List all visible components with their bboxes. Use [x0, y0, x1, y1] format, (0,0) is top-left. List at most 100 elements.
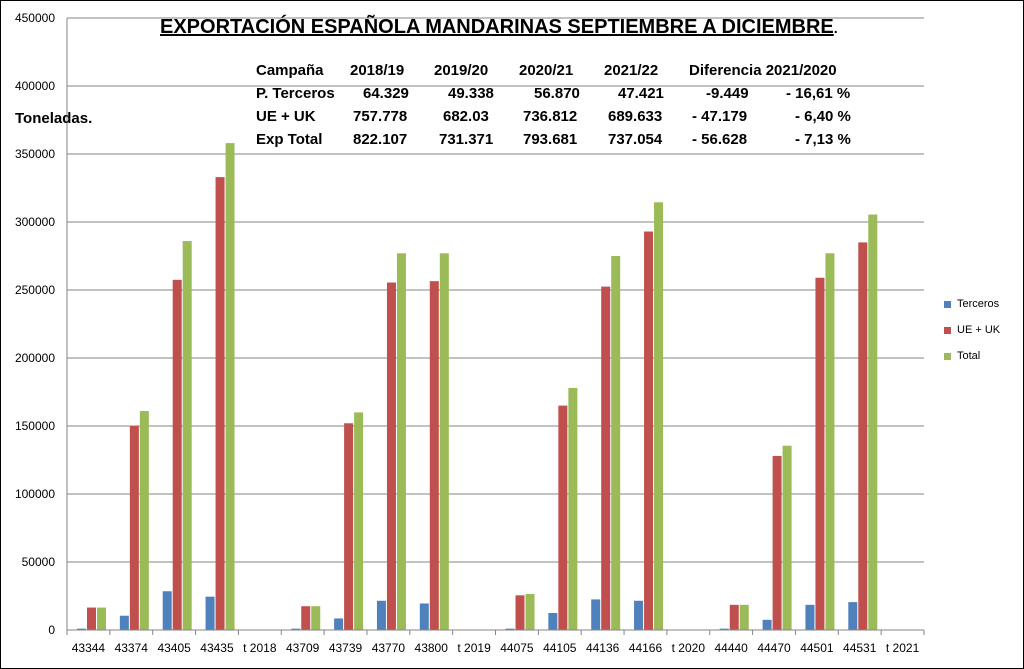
x-tick-label: 44531 [843, 641, 877, 655]
x-tick-label: t 2019 [457, 641, 491, 655]
bar-terceros [548, 613, 558, 630]
bar-ue-uk [429, 281, 439, 630]
stats-value: 47.421 [618, 85, 664, 102]
bar-ue-uk [215, 177, 225, 630]
stats-header-cell: 2018/19 [350, 62, 405, 79]
stats-value: 49.338 [448, 85, 494, 102]
bar-terceros [505, 628, 515, 630]
y-tick-label: 0 [48, 623, 55, 637]
bar-ue-uk [129, 426, 139, 630]
bar-ue-uk [815, 277, 825, 630]
stats-header-cell: 2020/21 [519, 62, 574, 79]
stats-value: 757.778 [353, 108, 408, 125]
bar-terceros [376, 600, 386, 630]
stats-header-cell: Diferencia 2021/2020 [689, 62, 837, 79]
x-tick-label: 44075 [500, 641, 534, 655]
stats-percent: - 6,40 % [795, 108, 851, 125]
legend-label: Terceros [957, 298, 1000, 310]
x-tick-label: 43405 [157, 641, 191, 655]
stats-row-label: Exp Total [256, 131, 323, 148]
x-tick-label: t 2018 [243, 641, 277, 655]
stats-value: 731.371 [439, 131, 494, 148]
bar-terceros [205, 596, 215, 630]
x-tick-label: 43739 [329, 641, 363, 655]
x-tick-label: 44440 [714, 641, 748, 655]
x-tick-label: t 2020 [672, 641, 706, 655]
bars [77, 143, 878, 631]
x-tick-label: 44501 [800, 641, 834, 655]
bar-total [825, 253, 835, 630]
bar-total [654, 202, 664, 630]
bar-ue-uk [344, 423, 354, 630]
bar-ue-uk [386, 282, 396, 630]
units-label: Toneladas. [15, 110, 93, 127]
chart-title-text: EXPORTACIÓN ESPAÑOLA MANDARINAS SEPTIEMB… [160, 16, 834, 38]
bar-ue-uk [729, 604, 739, 630]
bar-total [139, 411, 149, 630]
x-tick-label: 43374 [115, 641, 149, 655]
bar-total [396, 253, 406, 630]
y-tick-label: 100000 [15, 487, 55, 501]
bar-terceros [334, 618, 344, 630]
bar-total [868, 214, 878, 630]
bar-terceros [291, 628, 301, 630]
stats-header-cell: Campaña [256, 62, 324, 79]
bar-total [354, 412, 364, 630]
x-tick-labels: 43344 43374 43405 43435 t 2018 43709 43739 4377… [72, 641, 920, 655]
y-tick-label: 150000 [15, 419, 55, 433]
stats-diff: -9.449 [706, 85, 749, 102]
legend-item-total: Total [944, 350, 1000, 376]
bar-total [225, 143, 235, 630]
stats-row-label: UE + UK [256, 108, 316, 125]
bar-terceros [848, 602, 858, 630]
bar-terceros [591, 599, 601, 630]
bar-total [439, 253, 449, 630]
chart-title-suffix: . [833, 20, 838, 36]
legend-swatch [944, 353, 951, 360]
stats-value: 689.633 [608, 108, 663, 125]
bar-terceros [119, 615, 129, 630]
bar-terceros [634, 600, 644, 630]
bar-ue-uk [644, 231, 654, 630]
legend: Terceros UE + UK Total [944, 298, 1000, 376]
stats-header-cell: 2019/20 [434, 62, 489, 79]
stats-diff: - 47.179 [692, 108, 748, 125]
bar-terceros [762, 619, 772, 630]
x-axis [66, 629, 925, 635]
y-tick-label: 350000 [15, 147, 55, 161]
bar-terceros [419, 603, 429, 630]
legend-item-ue-uk: UE + UK [944, 324, 1000, 350]
stats-value: 64.329 [363, 85, 409, 102]
bar-terceros [77, 628, 86, 630]
stats-percent: - 7,13 % [795, 131, 851, 148]
bar-ue-uk [172, 279, 182, 630]
x-tick-label: 44105 [543, 641, 577, 655]
bar-ue-uk [301, 606, 311, 630]
stats-diff: - 56.628 [692, 131, 748, 148]
stats-value: 56.870 [534, 85, 580, 102]
y-tick-label: 50000 [22, 555, 56, 569]
bar-ue-uk [558, 405, 568, 630]
legend-label: UE + UK [957, 324, 1001, 336]
bar-terceros [805, 604, 815, 630]
stats-row-label: P. Terceros [256, 85, 335, 102]
bar-ue-uk [87, 607, 96, 630]
x-tick-label: 43770 [372, 641, 406, 655]
y-tick-label: 300000 [15, 215, 55, 229]
x-tick-label: 43344 [72, 641, 106, 655]
bar-ue-uk [858, 242, 868, 630]
bar-total [525, 593, 535, 630]
x-tick-label: t 2021 [886, 641, 920, 655]
bar-total [311, 606, 321, 630]
legend-item-terceros: Terceros [944, 298, 1000, 324]
bar-total [782, 445, 792, 630]
x-tick-label: 43800 [415, 641, 449, 655]
bar-total [97, 607, 106, 630]
x-tick-label: 44166 [629, 641, 663, 655]
stats-value: 682.03 [443, 108, 489, 125]
bar-ue-uk [515, 595, 525, 630]
y-tick-label: 450000 [15, 11, 55, 25]
x-tick-label: 44136 [586, 641, 620, 655]
bar-total [182, 241, 192, 631]
